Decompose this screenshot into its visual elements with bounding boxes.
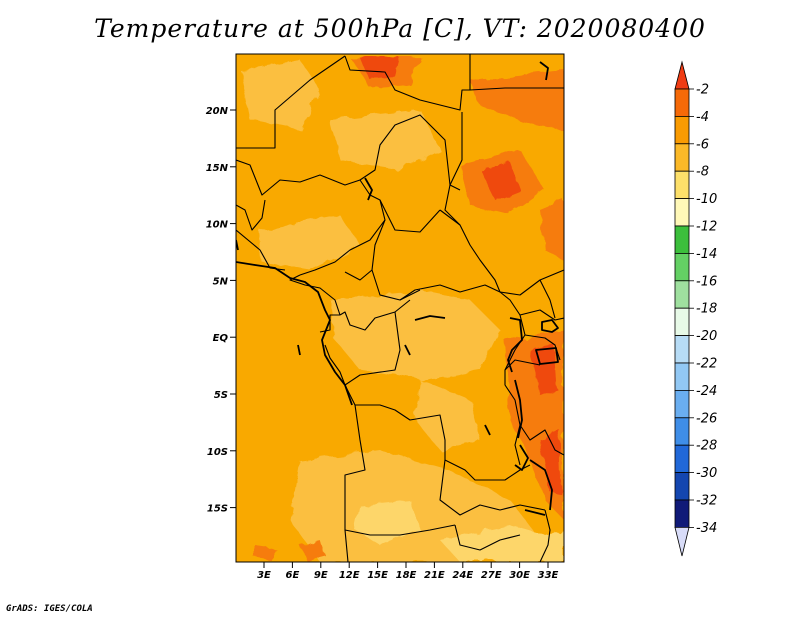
- colorbar-segment: [674, 307, 690, 337]
- lon-tick-label: 21E: [424, 570, 445, 581]
- colorbar-top-arrow: [674, 60, 690, 90]
- lon-tick-label: 6E: [286, 570, 300, 581]
- temperature-contour-hot: [540, 200, 564, 260]
- temperature-contour-light: [260, 215, 360, 270]
- longitude-ticks: 3E 6E 9E 12E 15E 18E 21E 24E 27E 30E 33E: [257, 562, 559, 581]
- colorbar-label: -18: [696, 302, 717, 317]
- colorbar-segment: [674, 252, 690, 282]
- colorbar-label: -16: [696, 274, 717, 289]
- colorbar-label: -22: [696, 357, 717, 372]
- colorbar-label: -34: [696, 521, 717, 536]
- lat-tick-label: 20N: [206, 106, 229, 117]
- temperature-contour-lighter: [440, 525, 564, 562]
- colorbar-label: -20: [696, 329, 717, 344]
- colorbar-segment: [674, 472, 690, 501]
- colorbar-segment: [674, 198, 690, 227]
- colorbar-label: -24: [696, 384, 717, 399]
- lat-tick-label: 5N: [213, 276, 229, 287]
- temperature-contour-hot: [300, 540, 325, 560]
- lon-tick-label: 12E: [339, 570, 360, 581]
- temperature-contour-hot: [470, 70, 564, 130]
- colorbar-label: -2: [696, 83, 709, 98]
- temperature-contour-hottest: [360, 57, 400, 78]
- temperature-contour-hottest: [530, 345, 558, 395]
- temperature-contour-hot: [255, 545, 275, 560]
- map-frame: [235, 53, 565, 563]
- latitude-ticks: 20N 15N 10N 5N EQ 5S 10S 15S: [206, 106, 236, 515]
- colorbar-segment: [674, 362, 690, 391]
- colorbar-segment: [674, 499, 690, 528]
- lat-tick-label: 10S: [207, 447, 228, 458]
- colorbar-bottom-arrow: [674, 527, 690, 557]
- lon-tick-label: 15E: [367, 570, 388, 581]
- lat-tick-label: EQ: [213, 333, 229, 344]
- lon-tick-label: 18E: [396, 570, 417, 581]
- colorbar: -2 -4 -6 -8 -10 -12 -14 -16 -18 -20 -22 -24 -26 -28 -3…: [674, 60, 717, 557]
- temperature-contour-lighter: [355, 500, 420, 545]
- colorbar-segment: [674, 143, 690, 172]
- colorbar-label: -4: [696, 110, 709, 125]
- temperature-contour-light: [240, 60, 320, 130]
- lat-tick-label: 10N: [206, 220, 229, 231]
- lat-tick-label: 15N: [206, 163, 229, 174]
- colorbar-label: -28: [696, 439, 717, 454]
- colorbar-segment: [674, 116, 690, 145]
- lon-tick-label: 33E: [538, 570, 559, 581]
- colorbar-label: -10: [696, 192, 717, 207]
- colorbar-segment: [674, 335, 690, 364]
- colorbar-segment: [674, 417, 690, 446]
- temperature-field: [236, 54, 564, 562]
- coastlines-and-lakes: [236, 61, 559, 516]
- colorbar-label: -6: [696, 137, 709, 152]
- temperature-contour-light: [330, 110, 440, 170]
- grads-credit: GrADS: IGES/COLA: [6, 604, 93, 614]
- temperature-contour-hottest: [480, 162, 520, 200]
- colorbar-label: -14: [696, 247, 717, 262]
- lon-tick-label: 27E: [481, 570, 502, 581]
- map-title: Temperature at 500hPa [C], VT: 202008040…: [94, 14, 706, 43]
- lon-tick-label: 30E: [509, 570, 530, 581]
- temperature-contour-light: [415, 380, 480, 450]
- colorbar-label: -8: [696, 165, 709, 180]
- colorbar-segment: [674, 170, 690, 199]
- lon-tick-label: 24E: [452, 570, 473, 581]
- lon-tick-label: 9E: [314, 570, 328, 581]
- colorbar-label: -32: [696, 494, 717, 509]
- colorbar-label: -30: [696, 466, 717, 481]
- colorbar-segment: [674, 88, 690, 117]
- temperature-contour-hottest: [540, 430, 562, 495]
- colorbar-segment: [674, 225, 690, 254]
- temperature-contour-light: [330, 290, 500, 380]
- lon-tick-label: 3E: [257, 570, 271, 581]
- colorbar-segment: [674, 444, 690, 474]
- colorbar-segment: [674, 389, 690, 419]
- colorbar-label: -26: [696, 411, 717, 426]
- colorbar-label: -12: [696, 220, 717, 235]
- lat-tick-label: 15S: [207, 504, 228, 515]
- colorbar-segment: [674, 280, 690, 309]
- lat-tick-label: 5S: [214, 390, 228, 401]
